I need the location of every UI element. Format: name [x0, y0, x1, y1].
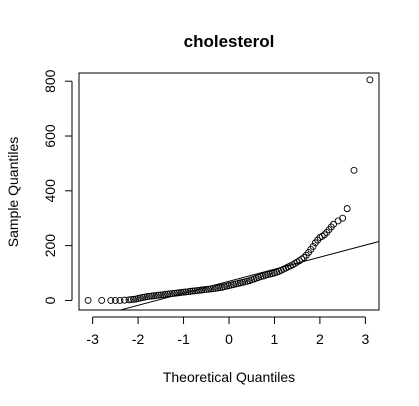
data-point: [211, 284, 219, 292]
data-point: [209, 285, 217, 293]
y-tick-label: 200: [42, 234, 58, 258]
data-point: [186, 287, 194, 295]
data-point: [98, 296, 106, 304]
data-point: [130, 295, 137, 303]
data-point: [166, 290, 174, 298]
data-point: [146, 292, 153, 300]
data-point: [84, 296, 92, 304]
x-tick-label: -3: [86, 331, 99, 347]
y-tick-label: 600: [42, 124, 58, 148]
data-point: [173, 289, 181, 297]
points-layer: [84, 76, 374, 304]
y-axis: 0 200 400 600 800: [42, 69, 73, 304]
data-point: [189, 287, 197, 295]
data-point: [207, 285, 215, 293]
data-point: [366, 76, 374, 84]
x-tick-label: 2: [316, 331, 324, 347]
data-point: [216, 284, 224, 291]
data-point: [177, 289, 185, 296]
data-point: [171, 289, 178, 297]
x-tick-label: 1: [271, 331, 279, 347]
data-point: [111, 296, 119, 304]
data-point: [175, 289, 183, 297]
data-point: [318, 232, 326, 240]
data-point: [298, 255, 306, 263]
data-point: [202, 286, 210, 293]
data-point: [143, 293, 151, 301]
data-point: [168, 290, 176, 298]
data-point: [205, 285, 212, 293]
x-tick-label: 3: [361, 331, 369, 347]
data-point: [350, 166, 358, 174]
data-point: [184, 288, 192, 296]
data-point: [334, 217, 342, 225]
data-point: [161, 290, 169, 298]
data-point: [191, 287, 199, 295]
data-point: [155, 291, 162, 299]
data-point: [309, 242, 317, 250]
reference-line-layer: [120, 241, 380, 311]
y-tick-label: 0: [42, 296, 58, 304]
plot-frame: [78, 72, 380, 311]
data-point: [330, 220, 337, 228]
data-point: [182, 288, 190, 296]
data-point: [152, 292, 160, 299]
data-point: [300, 253, 308, 261]
data-point: [107, 296, 115, 304]
data-point: [157, 291, 165, 299]
data-point: [196, 286, 203, 294]
data-point: [150, 292, 158, 300]
data-point: [116, 296, 124, 304]
data-point: [296, 257, 303, 265]
x-tick-label: 0: [225, 331, 233, 347]
data-point: [127, 296, 135, 304]
data-point: [339, 214, 347, 222]
data-point: [200, 286, 208, 294]
y-tick-label: 400: [42, 179, 58, 203]
x-tick-label: -1: [177, 331, 190, 347]
data-point: [193, 287, 201, 294]
data-point: [164, 290, 172, 298]
data-point: [321, 231, 328, 239]
x-axis: -3 -2 -1 0 1 2 3: [86, 316, 369, 347]
data-point: [148, 292, 156, 300]
data-point: [139, 293, 147, 301]
x-tick-label: -2: [132, 331, 145, 347]
data-point: [159, 291, 167, 299]
chart-title: cholesterol: [184, 32, 275, 51]
data-point: [343, 205, 351, 213]
data-point: [198, 286, 206, 294]
x-axis-label: Theoretical Quantiles: [163, 369, 295, 385]
data-point: [121, 296, 128, 304]
data-point: [125, 296, 133, 304]
y-tick-label: 800: [42, 69, 58, 93]
y-axis-label: Sample Quantiles: [5, 137, 21, 248]
reference-line: [120, 241, 380, 311]
data-point: [180, 288, 187, 296]
